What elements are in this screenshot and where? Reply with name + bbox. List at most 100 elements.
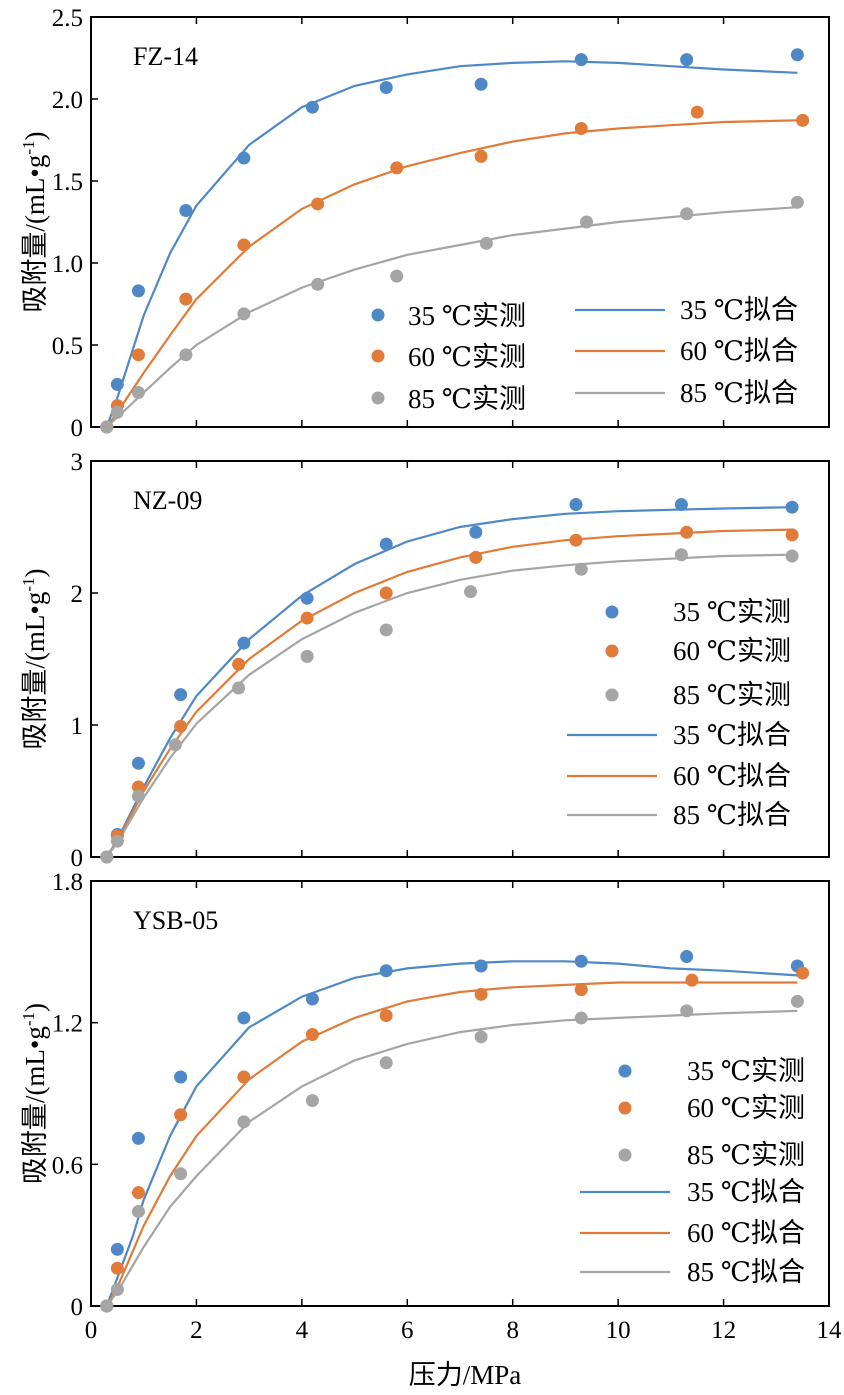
fit-line-35 (105, 60, 798, 428)
data-point-85 (232, 681, 246, 695)
data-point-85 (390, 269, 404, 283)
data-point-85 (179, 348, 193, 362)
data-point-85 (131, 789, 145, 803)
y-tick-label: 1.2 (52, 1011, 83, 1038)
x-tick-label: 12 (711, 1317, 736, 1344)
legend-label: 85 ℃实测 (687, 1140, 805, 1170)
data-point-85 (474, 1030, 488, 1044)
data-point-35 (574, 53, 588, 67)
data-point-60 (680, 525, 694, 539)
legend-marker-85 (618, 1148, 632, 1162)
data-point-60 (179, 292, 193, 306)
y-tick-label: 2.0 (52, 87, 83, 114)
legend-label: 35 ℃拟合 (673, 720, 791, 750)
fit-line-60 (105, 528, 793, 858)
x-tick-label: 6 (401, 1317, 414, 1344)
legend-label: 60 ℃拟合 (673, 761, 791, 791)
legend-label: 85 ℃拟合 (680, 378, 798, 408)
y-axis-label: 吸附量/(mL•g-1) (19, 568, 50, 749)
data-point-35 (569, 498, 583, 512)
legend-label: 60 ℃拟合 (687, 1218, 805, 1248)
data-point-85 (680, 1004, 694, 1018)
data-point-85 (100, 850, 114, 864)
data-point-35 (474, 77, 488, 91)
fit-line-60 (105, 119, 798, 428)
data-point-35 (237, 1011, 251, 1025)
data-point-60 (574, 122, 588, 136)
data-point-60 (690, 105, 704, 119)
chart-panel-1: 0 0.5 1.0 1.5 2.0 2.5 吸附量/(mL•g-1) FZ-14 35 ℃实测 6… (19, 5, 830, 442)
legend-label: 85 ℃拟合 (687, 1257, 805, 1287)
x-tick-label: 2 (190, 1317, 203, 1344)
data-point-85 (790, 994, 804, 1008)
legend-label: 60 ℃拟合 (680, 336, 798, 366)
legend-label: 85 ℃实测 (408, 384, 526, 414)
data-point-85 (674, 548, 688, 562)
data-point-60 (474, 987, 488, 1001)
data-point-35 (674, 498, 688, 512)
legend: 35 ℃实测 60 ℃实测 85 ℃实测 35 ℃拟合 60 ℃拟合 85 ℃拟合 (580, 1056, 805, 1287)
data-point-85 (237, 1115, 251, 1129)
data-point-60 (390, 161, 404, 175)
data-point-35 (680, 53, 694, 67)
legend-label: 35 ℃实测 (687, 1056, 805, 1086)
y-axis-label: 吸附量/(mL•g-1) (19, 1003, 50, 1184)
data-point-60 (474, 149, 488, 163)
fit-line-85 (105, 1009, 798, 1307)
x-tick-label: 4 (296, 1317, 309, 1344)
data-point-85 (168, 738, 182, 752)
x-tick-label: 0 (85, 1317, 98, 1344)
data-point-85 (110, 405, 124, 419)
data-point-35 (110, 377, 124, 391)
legend-marker-35 (371, 308, 385, 322)
y-tick-label: 0 (71, 845, 84, 872)
data-point-35 (379, 81, 393, 95)
data-point-35 (300, 591, 314, 605)
legend: 35 ℃实测 60 ℃实测 85 ℃实测 35 ℃拟合 60 ℃拟合 85 ℃拟合 (567, 597, 791, 830)
data-point-35 (131, 1131, 145, 1145)
panel-title: NZ-09 (133, 486, 202, 515)
data-point-85 (110, 1282, 124, 1296)
data-point-35 (237, 636, 251, 650)
data-point-85 (680, 207, 694, 221)
data-point-60 (685, 973, 699, 987)
data-point-35 (131, 756, 145, 770)
fit-line-85 (106, 206, 798, 428)
data-point-60 (379, 586, 393, 600)
data-point-85 (100, 420, 114, 434)
panel-title: YSB-05 (133, 906, 218, 935)
data-point-60 (569, 533, 583, 547)
data-point-35 (474, 959, 488, 973)
data-point-60 (305, 1027, 319, 1041)
data-point-85 (237, 307, 251, 321)
legend-label: 60 ℃实测 (408, 342, 526, 372)
data-point-60 (574, 983, 588, 997)
data-point-85 (300, 649, 314, 663)
data-point-35 (379, 964, 393, 978)
data-point-35 (469, 525, 483, 539)
data-point-60 (796, 966, 810, 980)
y-tick-label: 1.0 (52, 251, 83, 278)
data-point-85 (379, 1056, 393, 1070)
data-point-60 (232, 657, 246, 671)
data-point-60 (131, 780, 145, 794)
y-tick-label: 2.5 (52, 5, 83, 32)
legend-label: 85 ℃实测 (673, 680, 791, 710)
legend-marker-60 (605, 644, 619, 658)
data-point-35 (174, 688, 188, 702)
y-tick-label: 1.5 (52, 169, 83, 196)
data-point-85 (110, 834, 124, 848)
data-point-85 (174, 1167, 188, 1181)
x-tick-label: 14 (817, 1317, 843, 1344)
data-point-85 (464, 585, 478, 599)
fit-line-85 (105, 553, 793, 858)
data-point-85 (131, 386, 145, 400)
plot-frame (90, 16, 830, 428)
legend-label: 60 ℃实测 (673, 636, 791, 666)
y-tick-label: 0.6 (52, 1152, 83, 1179)
legend-marker-85 (605, 688, 619, 702)
fit-line-35 (105, 506, 793, 858)
plot-frame (90, 880, 830, 1307)
y-tick-label: 1.8 (52, 869, 83, 896)
